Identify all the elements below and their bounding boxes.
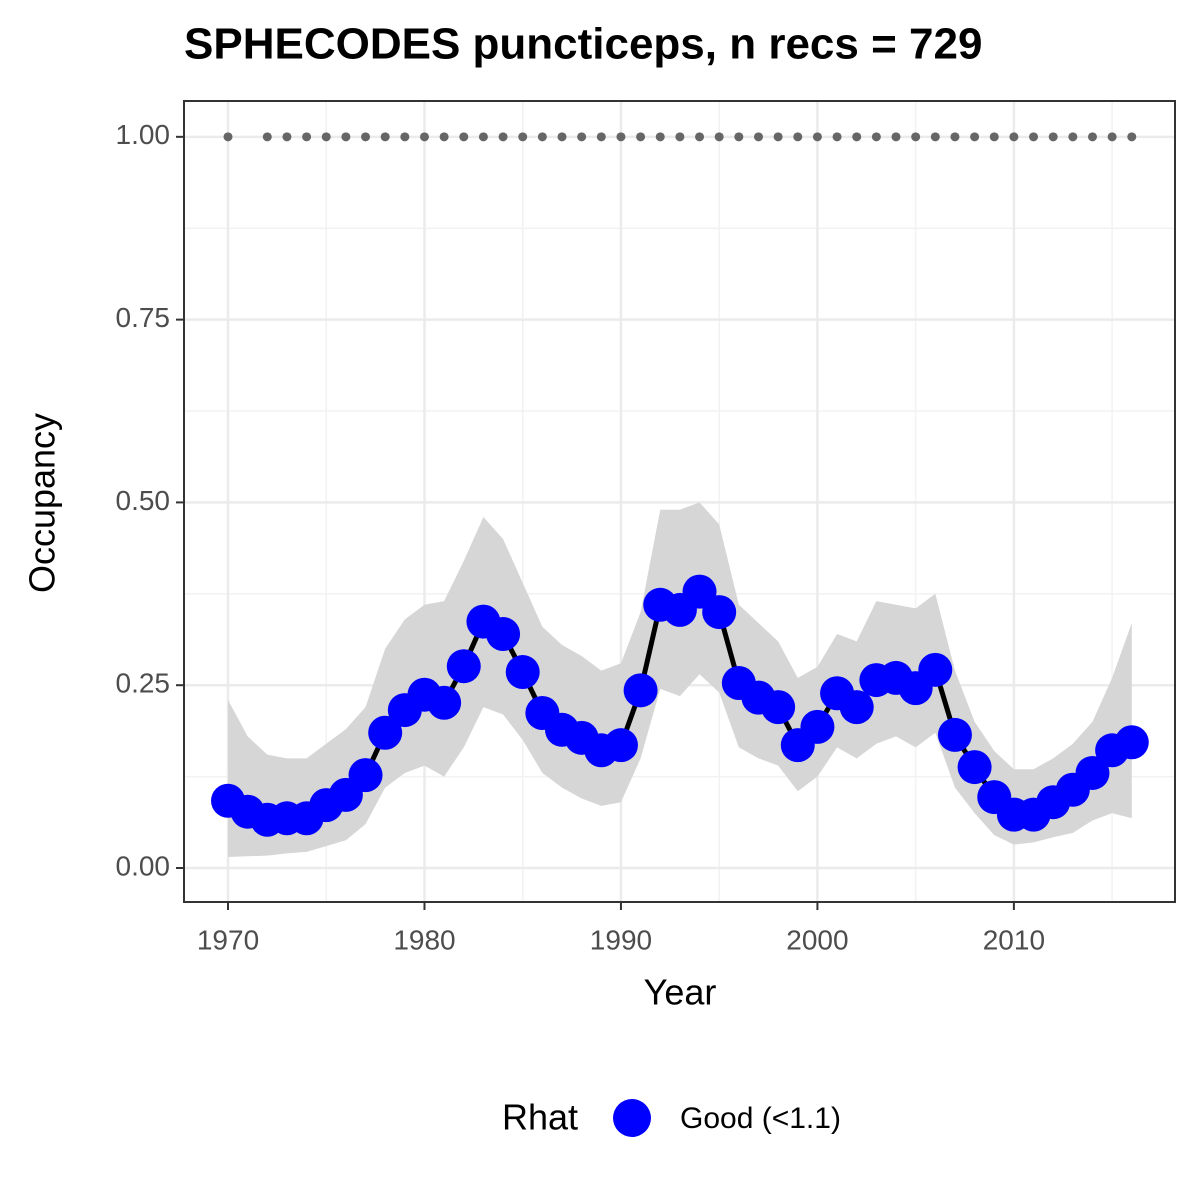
data-point	[1075, 755, 1110, 790]
record-dot	[911, 132, 921, 142]
record-dot	[753, 132, 763, 142]
data-point	[702, 595, 737, 630]
record-dot	[223, 132, 233, 142]
legend-title: Rhat	[502, 1097, 578, 1138]
record-dot	[1107, 132, 1117, 142]
record-dot	[1048, 132, 1058, 142]
x-tick-label: 1980	[393, 924, 455, 955]
data-point	[918, 652, 953, 687]
y-tick-label: 0.00	[116, 850, 171, 881]
record-dot	[557, 132, 567, 142]
record-dot	[262, 132, 272, 142]
data-point	[603, 728, 638, 763]
record-dot	[1068, 132, 1078, 142]
y-axis-label: Occupancy	[22, 413, 63, 593]
record-dot	[714, 132, 724, 142]
record-dot	[891, 132, 901, 142]
data-point	[761, 690, 796, 725]
legend-marker	[613, 1099, 651, 1137]
record-dot	[616, 132, 626, 142]
record-dot	[636, 132, 646, 142]
record-dot	[282, 132, 292, 142]
chart-title: SPHECODES puncticeps, n recs = 729	[184, 20, 982, 69]
data-point	[839, 690, 874, 725]
record-dot	[871, 132, 881, 142]
data-point	[957, 750, 992, 785]
record-dot	[577, 132, 587, 142]
record-dot	[419, 132, 429, 142]
record-dot	[832, 132, 842, 142]
x-tick-label: 1990	[590, 924, 652, 955]
x-tick-label: 2000	[786, 924, 848, 955]
record-dot	[321, 132, 331, 142]
record-dot	[1009, 132, 1019, 142]
y-tick-label: 0.50	[116, 485, 171, 516]
y-tick-label: 0.25	[116, 668, 171, 699]
record-dot	[498, 132, 508, 142]
record-dot	[1127, 132, 1137, 142]
y-tick-label: 0.75	[116, 302, 171, 333]
record-dot	[1029, 132, 1039, 142]
plot-border	[183, 100, 1176, 903]
data-point	[446, 649, 481, 684]
y-tick-label: 1.00	[116, 119, 171, 150]
data-point	[486, 617, 521, 652]
x-axis-label: Year	[644, 972, 717, 1013]
record-dot	[930, 132, 940, 142]
record-dot	[459, 132, 469, 142]
x-tick-label: 1970	[197, 924, 259, 955]
record-dot	[1087, 132, 1097, 142]
record-dot	[793, 132, 803, 142]
data-point	[427, 685, 462, 720]
record-dot	[675, 132, 685, 142]
record-dot	[695, 132, 705, 142]
record-dot	[400, 132, 410, 142]
data-point	[368, 715, 403, 750]
record-dot	[478, 132, 488, 142]
data-point	[800, 709, 835, 744]
data-point	[1114, 725, 1149, 760]
record-dot	[970, 132, 980, 142]
record-dot	[773, 132, 783, 142]
record-dot	[361, 132, 371, 142]
record-dot	[812, 132, 822, 142]
record-dot	[655, 132, 665, 142]
record-dot	[302, 132, 312, 142]
record-dot	[537, 132, 547, 142]
record-dot	[439, 132, 449, 142]
data-point	[505, 655, 540, 690]
record-dot	[518, 132, 528, 142]
record-dot	[950, 132, 960, 142]
record-dot	[734, 132, 744, 142]
legend-label: Good (<1.1)	[680, 1102, 841, 1135]
data-point	[623, 673, 658, 708]
record-dot	[852, 132, 862, 142]
data-point	[937, 717, 972, 752]
record-dot	[989, 132, 999, 142]
record-dot	[596, 132, 606, 142]
record-dot	[380, 132, 390, 142]
confidence-band	[228, 502, 1132, 858]
x-tick-label: 2010	[983, 924, 1045, 955]
data-point	[348, 758, 383, 793]
record-dot	[341, 132, 351, 142]
